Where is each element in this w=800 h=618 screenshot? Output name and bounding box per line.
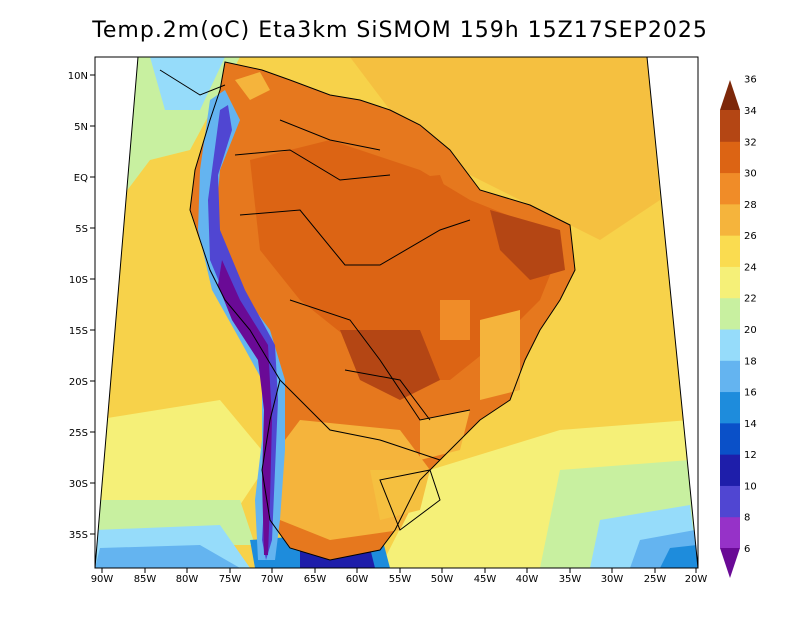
map-title: Temp.2m(oC) Eta3km SiSMOM 159h 15Z17SEP2… bbox=[92, 18, 708, 43]
colorbar-label: 10 bbox=[744, 481, 757, 492]
colorbar-label: 24 bbox=[744, 262, 757, 273]
plot-frame bbox=[94, 56, 699, 569]
lat-label: 35S bbox=[69, 530, 88, 541]
colorbar-segment bbox=[720, 266, 740, 299]
colorbar-label: 8 bbox=[744, 513, 750, 524]
lon-label: 55W bbox=[389, 574, 412, 585]
colorbar-label: 36 bbox=[744, 75, 757, 86]
colorbar-label: 20 bbox=[744, 325, 757, 336]
lat-label: 10S bbox=[69, 275, 88, 286]
lat-label: 15S bbox=[69, 326, 88, 337]
lat-label: 25S bbox=[69, 428, 88, 439]
colorbar-segment bbox=[720, 172, 740, 205]
colorbar-segment bbox=[720, 235, 740, 267]
longitude-axis: 90W 85W 80W 75W 70W 65W 60W 55W 50W 45W … bbox=[91, 568, 708, 585]
colorbar-label: 14 bbox=[744, 419, 757, 430]
colorbar-label: 12 bbox=[744, 450, 757, 461]
lon-label: 50W bbox=[431, 574, 454, 585]
colorbar-segment bbox=[720, 329, 740, 361]
colorbar-segment bbox=[720, 203, 740, 236]
lat-label: 30S bbox=[69, 479, 88, 490]
colorbar-label: 30 bbox=[744, 169, 757, 180]
temperature-field bbox=[95, 57, 698, 568]
colorbar-label: 34 bbox=[744, 106, 757, 117]
lon-label: 75W bbox=[219, 574, 242, 585]
latitude-axis: 10N 5N EQ 5S 10S 15S 20S 25S 30S 35S bbox=[68, 71, 95, 541]
colorbar-segment bbox=[720, 141, 740, 174]
colorbar-label: 18 bbox=[744, 356, 757, 367]
lon-label: 60W bbox=[346, 574, 369, 585]
colorbar-segment bbox=[720, 422, 740, 455]
lon-label: 70W bbox=[261, 574, 284, 585]
lon-label: 20W bbox=[685, 574, 708, 585]
colorbar-label: 28 bbox=[744, 200, 757, 211]
lon-label: 90W bbox=[91, 574, 114, 585]
colorbar-segment bbox=[720, 110, 740, 142]
lat-label: 5N bbox=[74, 122, 88, 133]
lon-label: 45W bbox=[474, 574, 497, 585]
colorbar-segment bbox=[720, 548, 740, 578]
colorbar: 6 8 10 12 14 16 18 20 22 24 26 28 30 32 34 36 bbox=[720, 75, 757, 578]
colorbar-label: 22 bbox=[744, 294, 757, 305]
colorbar-segment bbox=[720, 80, 740, 110]
colorbar-segment bbox=[720, 516, 740, 549]
colorbar-segment bbox=[720, 297, 740, 330]
lat-label: 5S bbox=[75, 224, 88, 235]
colorbar-segment bbox=[720, 360, 740, 393]
lat-label: EQ bbox=[74, 173, 88, 184]
lon-label: 65W bbox=[304, 574, 327, 585]
colorbar-label: 16 bbox=[744, 388, 757, 399]
lon-label: 30W bbox=[601, 574, 624, 585]
lat-label: 20S bbox=[69, 377, 88, 388]
colorbar-segment bbox=[720, 485, 740, 518]
lon-label: 25W bbox=[644, 574, 667, 585]
colorbar-label: 6 bbox=[744, 544, 750, 555]
lon-label: 40W bbox=[516, 574, 539, 585]
lat-label: 10N bbox=[68, 71, 88, 82]
colorbar-label: 32 bbox=[744, 137, 757, 148]
colorbar-label: 26 bbox=[744, 231, 757, 242]
lon-label: 85W bbox=[134, 574, 157, 585]
political-borders bbox=[159, 61, 576, 561]
lon-label: 80W bbox=[176, 574, 199, 585]
colorbar-segment bbox=[720, 391, 740, 424]
colorbar-segment bbox=[720, 454, 740, 486]
lon-label: 35W bbox=[559, 574, 582, 585]
